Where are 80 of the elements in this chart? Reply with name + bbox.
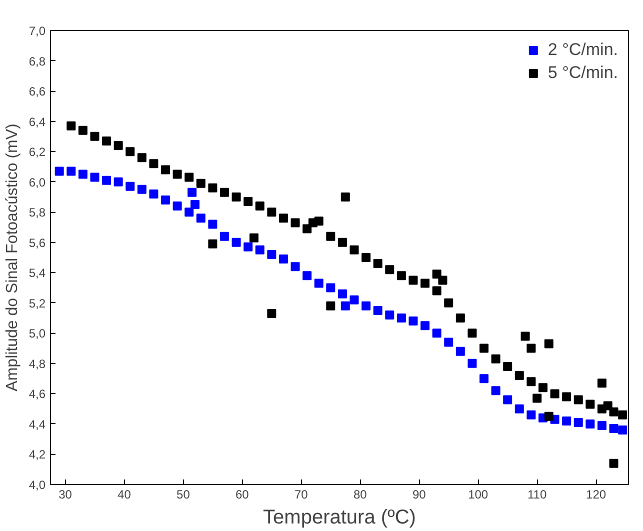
point [456,346,465,356]
point [172,202,182,211]
y-tick-label: 4,6 [28,387,46,402]
point [190,200,200,210]
point [326,283,336,292]
y-tick-label: 5,4 [28,266,46,280]
point [396,314,406,323]
point [586,419,595,428]
y-tick-label: 6,2 [28,145,46,160]
y-tick-label: 5,8 [28,206,46,220]
point [161,195,170,204]
point [290,262,300,272]
point [137,184,146,194]
y-tick-label: 4,8 [28,356,46,371]
y-tick-label: 4,4 [28,417,46,432]
x-tick-label: 30 [58,488,72,502]
point [420,321,430,330]
y-axis-title: Amplitude do Sinal Fotoacústico (mV) [4,124,21,392]
point [267,250,276,259]
point [102,176,112,185]
legend-label: 2 °C/min. [548,40,618,60]
y-tick-label: 6,8 [28,54,46,68]
x-tick-label: 70 [294,488,308,502]
point [491,386,500,396]
y-tick-label: 5,6 [28,236,46,250]
y-tick-label: 6,0 [28,175,46,190]
point [444,338,454,347]
point [149,189,158,198]
point [468,358,477,368]
point [562,416,572,426]
point [373,306,382,315]
y-tick-label: 6,4 [28,114,46,129]
point [232,238,241,247]
point [408,316,418,326]
point [244,242,253,252]
x-tick-label: 110 [528,488,547,502]
y-tick-label: 7,0 [28,24,46,38]
x-axis-title: Temperatura (ºC) [263,506,416,528]
point [78,170,88,179]
x-tick-label: 120 [586,488,606,502]
x-tick-label: 100 [468,488,488,502]
point [338,289,347,298]
point [340,301,350,310]
y-tick-label: 6,6 [28,84,46,99]
point [184,208,194,217]
point [526,410,536,420]
legend-label: 5 °C/min. [548,63,618,83]
point [54,166,64,176]
point [597,420,606,430]
point [196,214,206,223]
x-tick-label: 60 [236,488,250,502]
x-tick-label: 40 [118,488,132,502]
point [114,177,123,186]
point [362,301,371,310]
point [302,271,312,280]
point [278,254,288,264]
y-tick-label: 4,2 [28,448,46,462]
point [126,182,135,191]
point [314,278,324,288]
x-tick-label: 80 [353,488,368,502]
x-tick-label: 50 [176,488,190,502]
y-tick-label: 5,2 [28,296,46,310]
point [350,295,359,304]
y-tick-label: 5,0 [28,326,46,341]
point [503,395,512,404]
x-tick-label: 90 [412,488,426,502]
point [90,172,100,182]
point [255,245,264,254]
point [385,310,394,320]
point [480,374,488,384]
point [220,232,229,241]
point [574,418,583,427]
point [66,166,76,176]
point [514,404,524,414]
point [188,188,197,197]
point [208,220,218,229]
point [432,328,442,338]
y-tick-label: 4,0 [28,478,46,492]
point [609,424,618,434]
point [618,426,628,435]
